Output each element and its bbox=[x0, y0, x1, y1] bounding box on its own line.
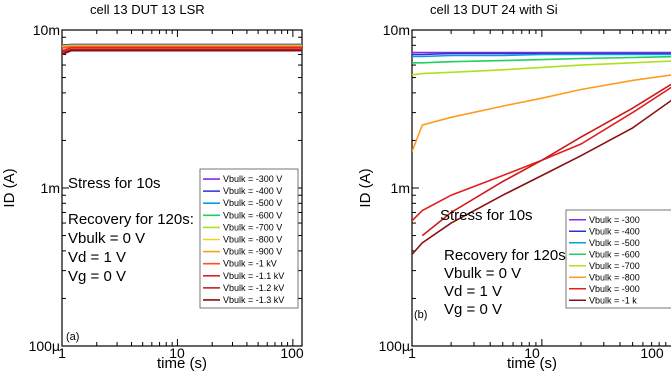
panel-b-series bbox=[412, 51, 671, 255]
panel-b-legend-label: Vbulk = -600 bbox=[589, 249, 640, 259]
panel-b-legend-label: Vbulk = -800 bbox=[589, 272, 640, 282]
panel-b-ticks bbox=[411, 29, 667, 347]
panel-a-series-line bbox=[62, 47, 302, 52]
panel-a-xtick-1: 1 bbox=[58, 345, 66, 361]
panel-a-annotation-line: Vbulk = 0 V bbox=[68, 230, 145, 247]
panel-a-legend-label: Vbulk = -500 V bbox=[223, 198, 282, 208]
panel-b-ytick-1m: 1m bbox=[391, 180, 410, 196]
panel-a: cell 13 DUT 13 LSR 10m 1m 100μ 1 10 100 … bbox=[1, 2, 304, 371]
panel-a-legend-label: Vbulk = -700 V bbox=[223, 222, 282, 232]
panel-b-annotation-line: Stress for 10s bbox=[440, 207, 533, 224]
panel-a-legend-label: Vbulk = -1.1 kV bbox=[223, 271, 284, 281]
panel-b-xtick-1: 1 bbox=[408, 345, 416, 361]
panel-b-title: cell 13 DUT 24 with Si bbox=[430, 2, 558, 17]
panel-a-ytick-100u: 100μ bbox=[29, 338, 60, 354]
panel-b-legend-label: Vbulk = -400 bbox=[589, 226, 640, 236]
panel-b-series-line bbox=[421, 83, 671, 237]
panel-a-annotation-line: Vd = 1 V bbox=[68, 249, 126, 266]
panel-a-xtick-10: 10 bbox=[169, 345, 185, 361]
panel-a-legend-label: Vbulk = -900 V bbox=[223, 247, 282, 257]
panel-b-legend-label: Vbulk = -900 bbox=[589, 284, 640, 294]
panel-b-series-line bbox=[412, 99, 671, 255]
panel-a-series-line bbox=[62, 49, 302, 56]
panel-b-xlabel: time (s) bbox=[507, 355, 557, 371]
panel-b-legend-label: Vbulk = -1 k bbox=[589, 295, 637, 305]
panel-a-ytick-1m: 1m bbox=[41, 180, 60, 196]
panel-a-legend: Vbulk = -300 V Vbulk = -400 V Vbulk = -500… bbox=[199, 168, 299, 309]
panel-b-legend-label: Vbulk = -500 bbox=[589, 238, 640, 248]
panel-b-ylabel: ID (A) bbox=[357, 168, 374, 207]
panel-a-series-line bbox=[62, 48, 302, 54]
panel-a-annotation-line: Vg = 0 V bbox=[68, 268, 126, 285]
panel-a-ytick-10m: 10m bbox=[33, 22, 60, 38]
panel-a-legend-label: Vbulk = -300 V bbox=[223, 174, 282, 184]
panel-b-ytick-10m: 10m bbox=[383, 22, 410, 38]
panel-a-legend-label: Vbulk = -600 V bbox=[223, 210, 282, 220]
panel-a-annotation-line: Stress for 10s bbox=[68, 175, 161, 192]
panel-a-series-line bbox=[62, 46, 302, 49]
panel-b-ytick-100u: 100μ bbox=[379, 338, 410, 354]
panel-b-annotation-line: Vbulk = 0 V bbox=[444, 265, 521, 282]
panel-b-series-line bbox=[412, 74, 671, 152]
panel-a-label: (a) bbox=[66, 331, 79, 343]
panel-b-series-line bbox=[412, 55, 671, 64]
panel-b: cell 13 DUT 24 with Si 10m 1m 100μ 1 10 … bbox=[357, 2, 671, 371]
panel-a-legend-label: Vbulk = -1 kV bbox=[223, 259, 277, 269]
panel-a-ylabel: ID (A) bbox=[1, 168, 18, 207]
panel-a-xlabel: time (s) bbox=[157, 355, 207, 371]
panel-a-annotation-line: Recovery for 120s: bbox=[68, 211, 194, 228]
panel-b-xtick-10: 10 bbox=[524, 345, 540, 361]
panel-b-annotation-line: Recovery for 120s: bbox=[444, 247, 570, 264]
panel-a-title: cell 13 DUT 13 LSR bbox=[90, 2, 205, 17]
panel-b-legend-label: Vbulk = -700 bbox=[589, 261, 640, 271]
panel-b-series-line bbox=[412, 86, 671, 222]
panel-a-series bbox=[62, 43, 302, 56]
panel-b-legend-label: Vbulk = -300 bbox=[589, 215, 640, 225]
panel-a-legend-label: Vbulk = -1.2 kV bbox=[223, 283, 284, 293]
panel-b-legend-box bbox=[565, 209, 671, 309]
panel-b-annotation-line: Vg = 0 V bbox=[444, 301, 502, 318]
panel-a-series-line bbox=[62, 44, 302, 47]
panel-a-annotation: Stress for 10s Recovery for 120s: Vbulk … bbox=[68, 175, 194, 285]
panel-a-legend-box bbox=[199, 168, 299, 309]
panel-a-xtick-100: 100 bbox=[280, 345, 304, 361]
panel-b-xtick-100: 100 bbox=[640, 345, 664, 361]
panel-a-legend-label: Vbulk = -1.3 kV bbox=[223, 295, 284, 305]
panel-b-annotation: Stress for 10s Recovery for 120s: Vbulk … bbox=[440, 207, 570, 318]
panel-b-annotation-line: Vd = 1 V bbox=[444, 283, 502, 300]
panel-b-label: (b) bbox=[414, 309, 427, 321]
panel-a-legend-label: Vbulk = -400 V bbox=[223, 186, 282, 196]
panel-a-legend-label: Vbulk = -800 V bbox=[223, 235, 282, 245]
panel-b-series-line bbox=[412, 60, 671, 76]
panel-b-series-line bbox=[412, 53, 671, 58]
panel-b-series-line bbox=[412, 52, 671, 56]
